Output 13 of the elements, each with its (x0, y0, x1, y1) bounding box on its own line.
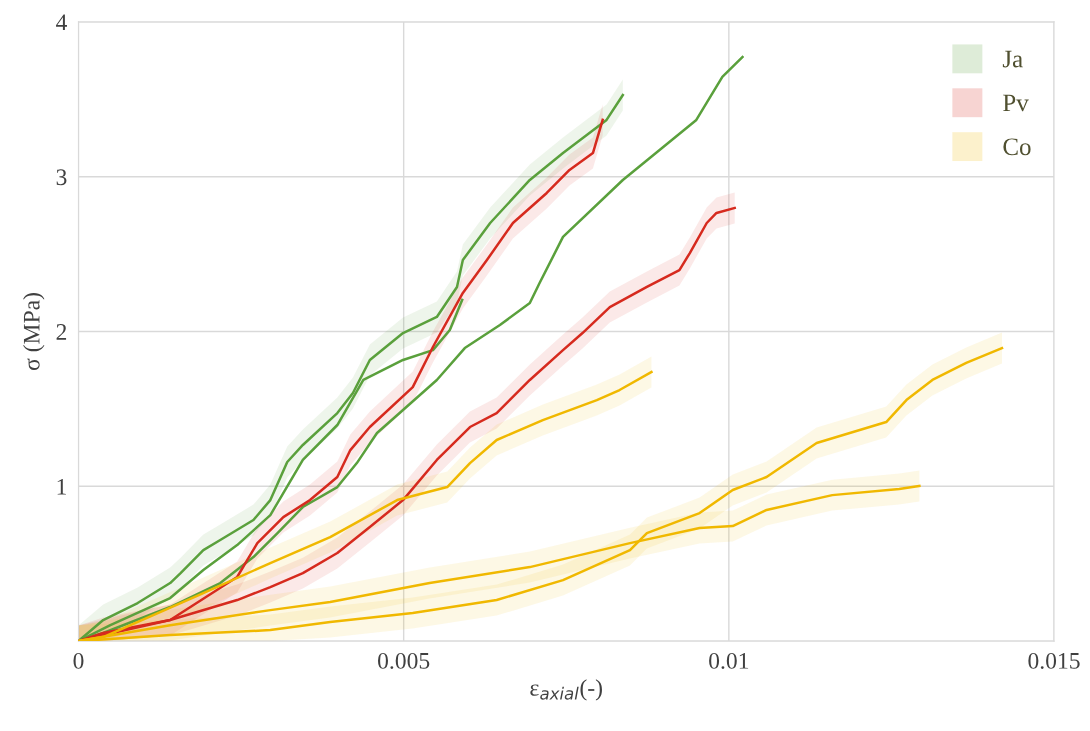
x-tick-label: 0.01 (709, 652, 749, 669)
legend-label: Ja (1002, 50, 1023, 68)
y-tick-label: 3 (56, 169, 67, 186)
y-axis-title: σ (MPa) (23, 293, 45, 371)
x-tick-label: 0.015 (1028, 652, 1080, 669)
y-tick-label: 4 (56, 14, 67, 31)
y-tick-label: 2 (56, 324, 67, 340)
legend-label: Pv (1003, 94, 1029, 112)
y-tick-label: 1 (57, 478, 66, 495)
x-tick-label: 0.005 (378, 652, 430, 669)
x-axis-title: ε$_{axial}$(-) (530, 679, 602, 701)
legend-label: Co (1003, 138, 1031, 156)
x-tick-label: 0 (73, 652, 84, 669)
